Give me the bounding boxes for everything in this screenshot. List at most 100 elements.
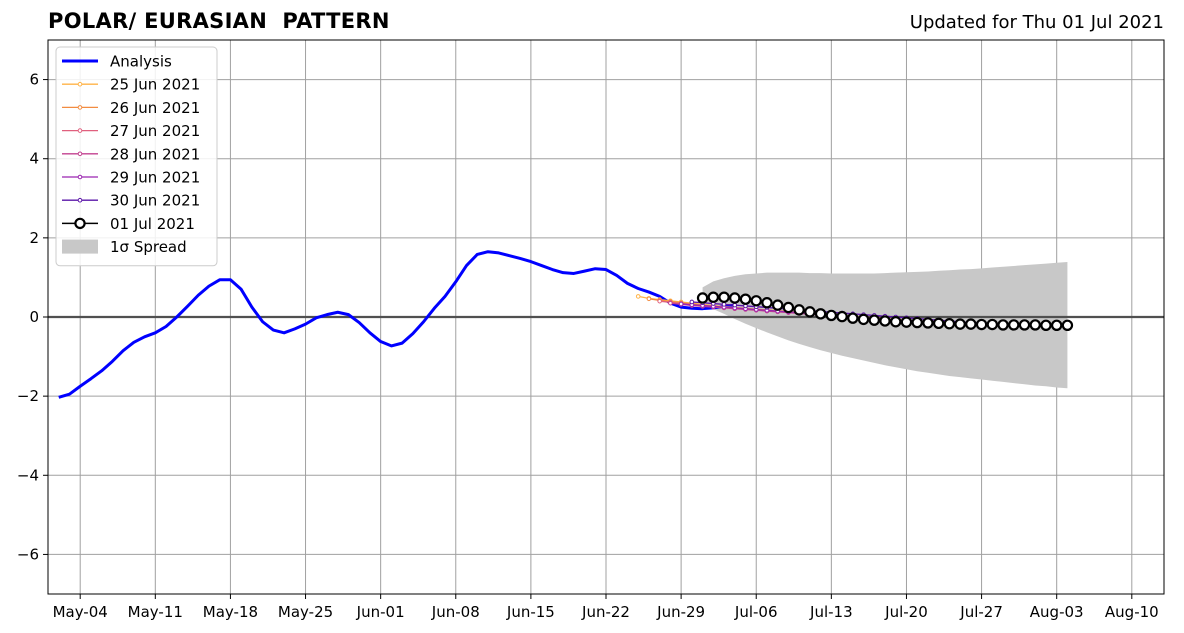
current-forecast-point [836,310,848,323]
y-tick-label: 2 [29,229,39,247]
legend-label: 27 Jun 2021 [110,122,200,140]
legend-swatch [62,239,98,254]
forecast-point [635,294,641,299]
legend-item: 26 Jun 2021 [62,99,200,117]
legend-item: 29 Jun 2021 [62,169,200,187]
legend-label: Analysis [110,53,172,71]
x-tick-label: Jun-15 [506,603,555,621]
current-forecast-point [879,315,891,327]
current-forecast-point [814,308,827,320]
current-forecast-point [718,291,730,303]
current-forecast-point [1029,319,1041,331]
legend-marker [77,128,83,133]
legend-label: 30 Jun 2021 [110,192,200,210]
series-01-jul-2021 [696,291,1074,332]
legend: Analysis 25 Jun 2021 26 Jun 2021 27 Jun 202… [55,46,218,267]
current-forecast-point [922,317,934,329]
x-tick-label: May-18 [203,603,258,621]
current-forecast-point [1008,319,1020,331]
current-forecast-point [696,292,709,304]
legend-marker [77,151,83,157]
legend-marker [77,174,83,180]
legend-item: Analysis [62,53,172,71]
forecast-point [678,301,684,307]
current-forecast-point [750,295,762,307]
legend-label: 01 Jul 2021 [110,215,195,233]
current-forecast-point [782,301,795,314]
current-forecast-point [932,317,945,330]
current-forecast-point [707,291,720,303]
y-tick-label: −2 [17,387,39,405]
current-forecast-point [825,309,838,322]
x-tick-label: Jun-29 [656,603,705,621]
analysis-line [58,250,735,399]
current-forecast-point [868,314,880,326]
x-tick-label: Jun-08 [431,603,480,621]
current-forecast-point [1061,319,1074,332]
forecast-point [668,300,673,306]
current-forecast-point [890,316,902,328]
x-tick-label: May-04 [53,603,108,621]
forecast-point [732,302,738,308]
forecast-point [646,296,652,302]
current-forecast-point [771,299,784,311]
series-lines [58,250,1074,399]
x-tick-label: Jun-01 [356,603,405,621]
current-forecast-point [975,318,988,331]
current-forecast-point [986,318,999,331]
x-tick-label: May-25 [278,603,333,621]
y-tick-label: 4 [29,150,39,168]
current-forecast-point [954,318,966,330]
current-forecast-point [911,316,923,329]
legend-label: 25 Jun 2021 [110,76,200,94]
x-tick-label: Jun-22 [581,603,630,621]
x-tick-label: Aug-03 [1030,603,1084,621]
legend-label: 1σ Spread [110,238,187,256]
legend-item: 28 Jun 2021 [62,145,200,163]
y-tick-label: −4 [17,466,39,484]
x-tick-label: Jul-27 [959,603,1003,621]
series-analysis [58,250,735,399]
x-tick-label: Jul-06 [734,603,778,621]
current-forecast-point [900,316,913,328]
x-tick-label: Jul-20 [884,603,928,621]
x-tick-label: Aug-10 [1105,603,1159,621]
chart-title: POLAR/ EURASIAN PATTERN [48,9,390,33]
legend-label: 28 Jun 2021 [110,145,200,163]
y-tick-label: −6 [17,545,39,563]
current-forecast-point [965,318,977,330]
legend-marker [77,197,83,203]
x-tick-label: Jul-13 [809,603,853,621]
current-forecast-point [761,297,773,309]
legend-marker [74,217,86,230]
current-forecast-point [997,319,1009,331]
y-tick-label: 0 [29,308,39,326]
current-forecast-point [943,318,956,330]
legend-label: 29 Jun 2021 [110,169,200,187]
current-forecast-point [804,306,816,318]
current-forecast-point [739,293,752,305]
current-forecast-point [1050,319,1063,332]
current-forecast-point [729,292,741,304]
forecast-point [657,298,662,304]
axis-ticks: May-04 May-11 May-18 May-25 Jun-01 Jun-08 Jun-… [17,71,1159,621]
current-forecast-point [847,312,859,324]
legend-marker [77,81,83,87]
y-tick-label: 6 [29,71,39,89]
current-forecast-point [857,313,870,326]
legend-label: 26 Jun 2021 [110,99,200,117]
current-forecast-point [1040,319,1052,332]
current-forecast-point [1018,319,1031,331]
legend-item: 1σ Spread [62,238,187,256]
legend-item: 25 Jun 2021 [62,76,200,94]
legend-marker [77,105,83,110]
legend-item: 30 Jun 2021 [62,192,200,210]
legend-item: 27 Jun 2021 [62,122,200,140]
x-tick-label: May-11 [128,603,183,621]
forecast-point [689,299,695,305]
forecast-point [721,302,727,307]
legend-box [55,46,218,267]
current-forecast-point [793,304,805,316]
chart-subtitle: Updated for Thu 01 Jul 2021 [909,12,1164,33]
